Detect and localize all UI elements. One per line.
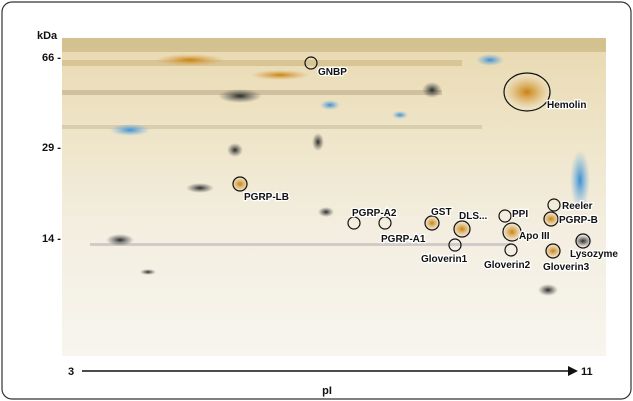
mw-label: 14 -	[42, 233, 61, 245]
spot-label: Hemolin	[547, 100, 586, 111]
spot-label: Gloverin2	[484, 260, 531, 271]
spot-label: PGRP-LB	[244, 192, 289, 203]
spot-label: GNBP	[318, 67, 347, 78]
spot-label: Lysozyme	[570, 249, 618, 260]
spot-label: GST	[431, 207, 452, 218]
spot-label: PGRP-B	[559, 215, 598, 226]
unit-label: kDa	[37, 30, 58, 42]
mw-label: 29 -	[42, 142, 61, 154]
spot-label: PPI	[512, 209, 528, 220]
figure: kDa 66 - 29 - 14 - 3 11 pI GNBP Hemolin …	[0, 0, 633, 401]
pi-start: 3	[68, 366, 74, 378]
mw-label: 66 -	[42, 52, 61, 64]
gel-image	[62, 38, 606, 356]
spot-label: Apo III	[519, 231, 550, 242]
spot-label: PGRP-A1	[381, 234, 426, 245]
spot-label: Gloverin3	[543, 262, 590, 273]
pi-label: pI	[322, 385, 332, 397]
spot-label: Gloverin1	[421, 254, 468, 265]
pi-end: 11	[581, 366, 593, 378]
spot-label: Reeler	[562, 201, 593, 212]
spot-label: DLS...	[459, 211, 488, 222]
spot-label: PGRP-A2	[352, 208, 397, 219]
